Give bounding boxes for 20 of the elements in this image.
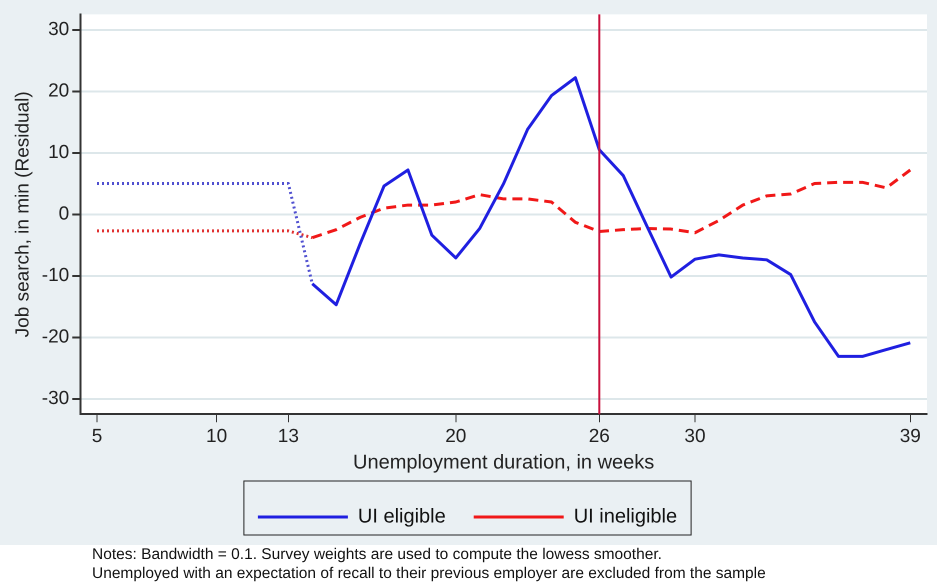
- legend-label: UI ineligible: [574, 506, 678, 528]
- legend-label: UI eligible: [358, 506, 446, 528]
- x-axis-title: Unemployment duration, in weeks: [353, 452, 654, 474]
- y-tick-label: 10: [48, 142, 70, 164]
- text: Notes: Bandwidth = 0.1. Survey weights are used to compute the lowess smoother.: [92, 545, 663, 564]
- x-tick-label: 30: [684, 426, 706, 447]
- y-tick-label: -10: [42, 265, 70, 286]
- y-tick-label: 30: [48, 19, 70, 40]
- text: Unemployed with an expectation of recall to their previous employer are excluded from the sample: [92, 564, 766, 583]
- y-tick-label: 20: [48, 80, 70, 102]
- x-tick-label: 10: [206, 426, 228, 447]
- x-tick-label: 5: [92, 426, 102, 447]
- y-tick-label: 0: [58, 204, 70, 225]
- y-axis-title: Job search, in min (Residual): [12, 91, 34, 338]
- x-tick-label: 26: [588, 426, 610, 447]
- x-tick-label: 39: [900, 426, 921, 447]
- y-tick-label: -30: [42, 388, 70, 410]
- y-tick-label: -20: [42, 326, 70, 348]
- x-tick-label: 20: [445, 426, 466, 447]
- x-tick-label: 13: [278, 426, 299, 447]
